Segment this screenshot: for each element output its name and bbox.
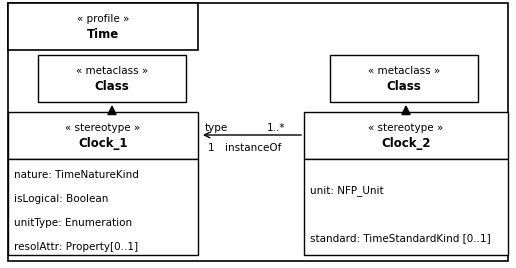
Text: « stereotype »: « stereotype » [66, 124, 141, 133]
Text: isLogical: Boolean: isLogical: Boolean [14, 193, 108, 204]
Bar [38, 55, 186, 102]
Text: « stereotype »: « stereotype » [368, 124, 444, 133]
Text: instanceOf: instanceOf [225, 143, 281, 153]
Bar [8, 3, 198, 50]
Text: unitType: Enumeration: unitType: Enumeration [14, 218, 132, 228]
Text: 1..*: 1..* [266, 123, 285, 133]
Text: Class: Class [386, 80, 422, 94]
Bar [304, 112, 508, 159]
Text: resolAttr: Property[0..1]: resolAttr: Property[0..1] [14, 241, 138, 252]
Text: type: type [205, 123, 228, 133]
Text: nature: TimeNatureKind: nature: TimeNatureKind [14, 170, 139, 180]
Bar [8, 159, 198, 255]
Text: Clock_1: Clock_1 [78, 137, 128, 150]
Text: unit: NFP_Unit: unit: NFP_Unit [310, 185, 383, 196]
Text: 1: 1 [208, 143, 215, 153]
Text: Time: Time [87, 28, 119, 42]
Text: « metaclass »: « metaclass » [368, 66, 440, 76]
Bar [304, 159, 508, 255]
Text: « profile »: « profile » [77, 14, 129, 24]
Bar [8, 112, 198, 159]
Text: Class: Class [94, 80, 130, 94]
Text: standard: TimeStandardKind [0..1]: standard: TimeStandardKind [0..1] [310, 233, 491, 243]
Text: « metaclass »: « metaclass » [76, 66, 148, 76]
Bar [330, 55, 478, 102]
Text: Clock_2: Clock_2 [381, 137, 431, 150]
